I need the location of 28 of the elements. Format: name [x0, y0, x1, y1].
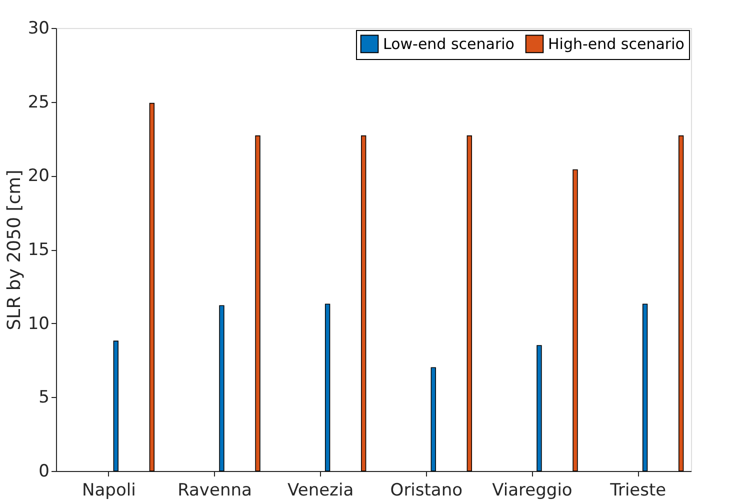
y-tick-label: 10 [28, 314, 50, 334]
bar [255, 135, 260, 472]
bar [678, 135, 684, 472]
x-tick-label: Oristano [390, 480, 463, 500]
y-axis-title: SLR by 2050 [cm] [4, 170, 25, 330]
x-tick-label: Napoli [82, 480, 136, 500]
x-tick-label: Trieste [609, 480, 666, 500]
y-tick-label: 0 [38, 462, 50, 482]
x-tick-label: Viareggio [492, 480, 572, 500]
bar [360, 135, 366, 472]
bar [536, 345, 542, 472]
bar [149, 102, 155, 472]
y-tick-label: 5 [38, 388, 50, 408]
y-tick-label: 30 [28, 18, 50, 38]
bar [430, 367, 436, 472]
y-tick-label: 20 [28, 166, 50, 186]
y-tick-label: 15 [28, 240, 50, 260]
bar [324, 304, 330, 472]
bar [113, 340, 118, 472]
legend-label: Low-end scenario [383, 34, 514, 53]
bar [219, 305, 224, 472]
legend-label: High-end scenario [548, 34, 684, 53]
y-tick-label: 25 [28, 92, 50, 112]
x-tick-label: Ravenna [178, 480, 252, 500]
bar [572, 169, 578, 472]
bar [466, 135, 472, 472]
bar [642, 304, 648, 472]
x-tick-label: Venezia [288, 480, 354, 500]
